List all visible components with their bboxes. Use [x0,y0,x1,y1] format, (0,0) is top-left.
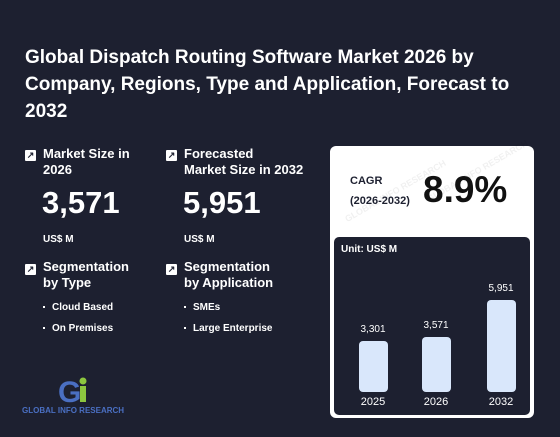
bar-2025 [358,341,388,392]
logo-mark-icon: G [58,376,87,409]
list-item: Cloud Based [41,297,113,318]
market-size-value: 3,571 [42,185,120,220]
forecast-label-line1: Forecasted [184,146,254,161]
cagr-card: GLOBAL INFO RESEARCH GLOBAL INFO RESEARC… [330,138,534,418]
cagr-label: CAGR (2026-2032) [350,171,410,211]
global-info-research-logo: G GLOBAL INFO RESEARCH [22,376,124,415]
market-size-chart: Unit: US$ M 3,301 2025 3,571 2026 5,951 2032 [334,237,530,415]
logo-text: GLOBAL INFO RESEARCH [22,406,125,415]
segmentation-application-label-line2: by Application [184,275,274,290]
bar-2026 [421,337,451,392]
bar-category-label: 2032 [488,396,514,408]
forecast-label: Forecasted Market Size in 2032 [184,146,303,178]
segmentation-type-list: Cloud Based On Premises [41,297,113,339]
bar-category-label: 2025 [360,396,386,408]
page-title: Global Dispatch Routing Software Market … [25,47,510,122]
arrow-up-right-icon: ↗ [25,150,36,161]
market-size-unit: US$ M [43,234,74,245]
segmentation-type-label: Segmentation by Type [43,259,129,291]
list-item: Large Enterprise [182,318,272,339]
cagr-value: 8.9% [423,169,508,210]
chart-unit-label: Unit: US$ M [341,244,398,255]
forecast-unit: US$ M [184,234,215,245]
list-item: On Premises [41,318,113,339]
bar-category-label: 2026 [423,396,449,408]
segmentation-type-label-line2: by Type [43,275,92,290]
bar-value-label: 3,301 [360,324,386,335]
arrow-up-right-icon: ↗ [166,264,177,275]
list-item: SMEs [182,297,272,318]
bar-value-label: 5,951 [488,283,514,294]
arrow-up-right-icon: ↗ [166,150,177,161]
market-size-label: Market Size in 2026 [43,146,130,178]
segmentation-application-label-line1: Segmentation [184,259,270,274]
arrow-up-right-icon: ↗ [25,264,36,275]
bar-2032 [486,300,516,392]
segmentation-application-label: Segmentation by Application [184,259,273,291]
cagr-label-line2: (2026-2032) [350,195,410,207]
svg-text:G: G [58,376,81,406]
segmentation-application-list: SMEs Large Enterprise [182,297,272,339]
market-size-label-line2: 2026 [43,162,72,177]
forecast-label-line2: Market Size in 2032 [184,162,304,177]
bar-value-label: 3,571 [423,320,449,331]
cagr-label-line1: CAGR [350,175,383,187]
market-size-label-line1: Market Size in [43,146,130,161]
segmentation-type-label-line1: Segmentation [43,259,129,274]
forecast-value: 5,951 [183,185,261,220]
